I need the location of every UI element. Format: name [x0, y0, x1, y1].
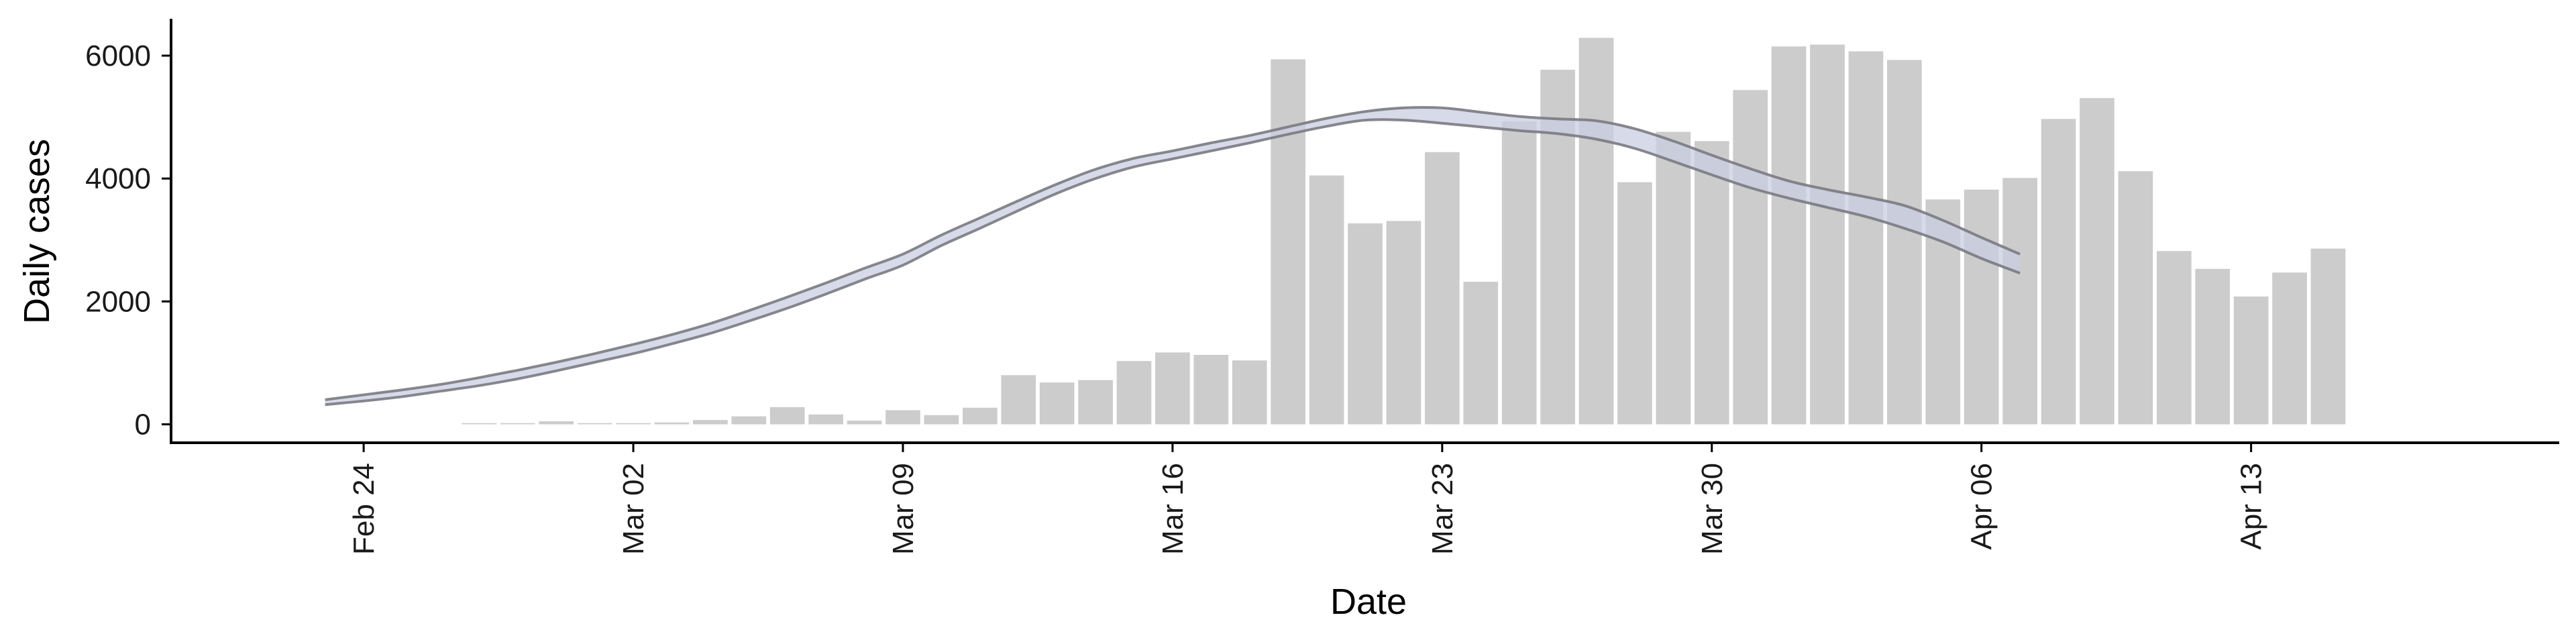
axes-layer	[170, 19, 2559, 444]
bar-2020-03-13	[1039, 382, 1075, 425]
bar-2020-03-15	[1116, 361, 1152, 425]
bar-2020-03-29	[1656, 131, 1691, 425]
bar-2020-04-09	[2080, 98, 2114, 425]
bar-2020-03-12	[1001, 375, 1036, 425]
bar-2020-03-19	[1271, 59, 1305, 425]
bar-2020-03-07	[808, 414, 843, 425]
bar-2020-02-27	[462, 423, 497, 425]
bar-2020-04-07	[2002, 178, 2037, 425]
bar-2020-03-11	[962, 407, 998, 425]
y-axis-title: Daily cases	[17, 139, 57, 324]
band-lower-line	[325, 118, 2021, 407]
bar-2020-02-29	[539, 421, 574, 425]
bar-2020-04-01	[1771, 46, 1807, 425]
bar-2020-03-03	[654, 422, 690, 425]
x-tick-label-2020-03-23: Mar 23	[1426, 463, 1459, 555]
x-tick-label-2020-03-09: Mar 09	[887, 463, 920, 555]
x-tick-label-2020-04-06: Apr 06	[1966, 463, 1998, 550]
x-tick-label-2020-03-30: Mar 30	[1696, 463, 1729, 555]
bar-2020-04-08	[2041, 119, 2076, 425]
bar-2020-04-14	[2272, 272, 2307, 425]
bar-2020-03-04	[693, 420, 728, 425]
bar-2020-03-10	[924, 415, 959, 425]
bar-2020-04-03	[1848, 51, 1884, 425]
bar-2020-03-02	[616, 423, 651, 425]
bar-2020-03-17	[1193, 355, 1229, 425]
bar-2020-03-05	[731, 416, 767, 425]
bar-2020-03-14	[1078, 380, 1113, 425]
x-tick-label-2020-03-16: Mar 16	[1157, 463, 1189, 555]
bar-2020-04-11	[2156, 251, 2192, 425]
bar-2020-03-01	[577, 423, 612, 425]
bar-2020-04-12	[2195, 268, 2231, 425]
y-tick-label-0: 0	[135, 409, 151, 441]
bar-2020-04-10	[2118, 171, 2153, 425]
bar-2020-03-08	[847, 421, 882, 425]
y-tick-label-6000: 6000	[85, 40, 151, 72]
bar-2020-03-28	[1617, 182, 1652, 425]
bar-2020-02-28	[500, 423, 535, 425]
bar-2020-03-09	[885, 410, 920, 425]
bar-2020-03-25	[1501, 121, 1537, 425]
bars-layer	[462, 38, 2346, 425]
ticks-layer: 0 2000 4000 6000 Feb 24 Mar 02 Mar 09 Mar 16 Mar…	[85, 40, 2268, 555]
bar-2020-03-30	[1694, 141, 1729, 425]
x-tick-label-2020-02-24: Feb 24	[347, 463, 380, 555]
bar-2020-03-18	[1232, 360, 1267, 425]
band-upper-line	[325, 106, 2021, 401]
bar-2020-03-20	[1309, 175, 1344, 425]
bar-2020-04-15	[2310, 248, 2346, 425]
bar-2020-03-27	[1578, 38, 1614, 425]
y-tick-label-4000: 4000	[85, 162, 151, 195]
bar-2020-04-13	[2233, 297, 2269, 425]
band-layer	[325, 106, 2021, 407]
bar-2020-03-06	[769, 407, 805, 425]
bar-2020-03-24	[1463, 282, 1499, 425]
bar-2020-03-21	[1348, 223, 1383, 425]
bar-2020-04-04	[1887, 60, 1922, 425]
bar-2020-03-16	[1155, 352, 1190, 425]
bar-2020-03-23	[1425, 152, 1460, 425]
x-tick-label-2020-03-02: Mar 02	[617, 463, 650, 555]
bar-2020-03-22	[1386, 221, 1421, 425]
y-tick-label-2000: 2000	[85, 285, 151, 318]
bar-2020-03-31	[1733, 90, 1768, 425]
bar-2020-04-02	[1810, 44, 1845, 425]
bar-2020-04-06	[1964, 189, 1999, 425]
x-tick-label-2020-04-13: Apr 13	[2235, 463, 2268, 550]
x-axis-title: Date	[1330, 582, 1407, 622]
